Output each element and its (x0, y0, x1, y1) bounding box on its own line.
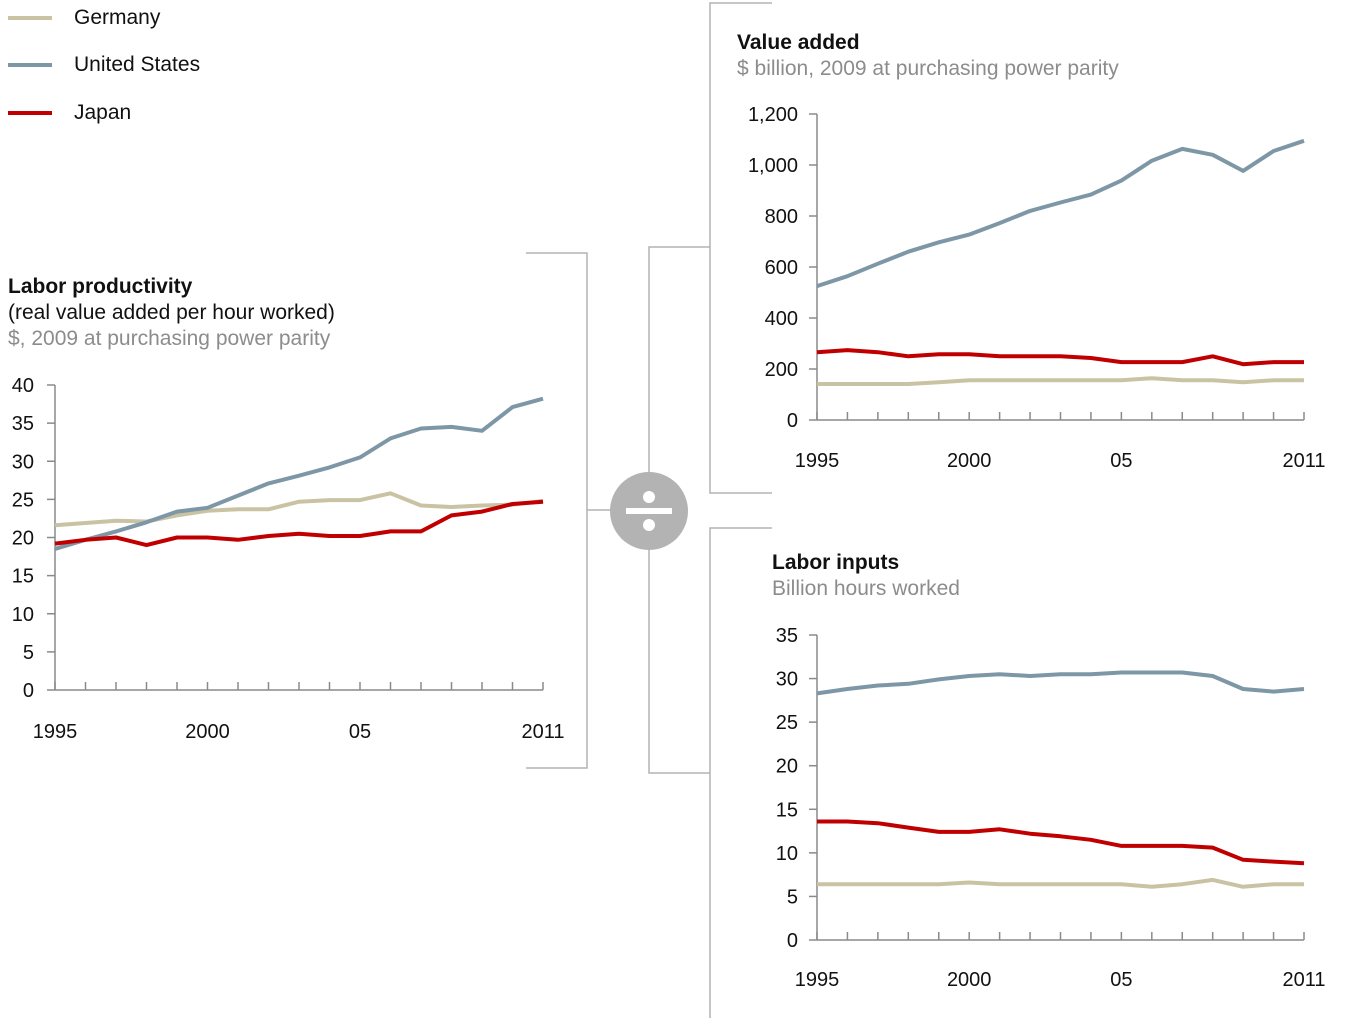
value_added-y-tick-label: 1,000 (748, 155, 798, 177)
legend-item-united-states: United States (8, 53, 200, 77)
productivity-y-tick-label: 25 (12, 489, 34, 511)
productivity-series-germany (54, 491, 544, 528)
value_added-x-tick-label: 1995 (795, 450, 840, 472)
value_added-y-tick-label: 400 (765, 308, 798, 330)
value_added-series-germany (817, 376, 1304, 386)
value_added-series-japan (816, 348, 1304, 367)
labor_inputs-y-tick-label: 10 (776, 843, 798, 865)
value-added-bracket (709, 2, 772, 494)
value_added-y-tick-label: 1,200 (748, 104, 798, 126)
value_added-x-tick-label: 05 (1110, 450, 1132, 472)
labor-inputs-units: Billion hours worked (772, 577, 960, 600)
value_added-y-tick-label: 200 (765, 359, 798, 381)
labor_inputs-x-tick-label: 05 (1110, 969, 1132, 991)
divide-to-value-added-connector (648, 246, 710, 472)
productivity-y-tick-label: 35 (12, 413, 34, 435)
labor_inputs-series-united-states (816, 670, 1305, 696)
legend-label-united-states: United States (74, 53, 201, 76)
value_added-y-tick-label: 600 (765, 257, 798, 279)
productivity-series-japan (54, 499, 544, 548)
legend-item-japan: Japan (8, 101, 131, 125)
labor_inputs-x-tick-label: 2011 (1282, 969, 1325, 991)
value_added-y-tick-label: 0 (787, 410, 798, 432)
labor_inputs-y-tick-label: 30 (776, 669, 798, 691)
value_added-series-united-states (816, 138, 1305, 289)
productivity-x-tick-label: 2000 (185, 721, 230, 743)
legend-swatch-japan (8, 111, 52, 115)
productivity-series-united-states (54, 396, 544, 551)
productivity-y-tick-label: 5 (23, 642, 34, 664)
division-icon (610, 472, 688, 550)
labor_inputs-y-tick-label: 20 (776, 756, 798, 778)
productivity-units: $, 2009 at purchasing power parity (8, 327, 331, 350)
labor_inputs-y-tick-label: 25 (776, 712, 798, 734)
productivity-subtitle: (real value added per hour worked) (8, 301, 335, 324)
value_added-y-tick-label: 800 (765, 206, 798, 228)
productivity-x-tick-label: 2011 (521, 721, 564, 743)
productivity-x-tick-label: 05 (349, 721, 371, 743)
productivity-title: Labor productivity (8, 275, 193, 298)
value_added-x-tick-label: 2011 (1282, 450, 1325, 472)
legend-swatch-united-states (8, 63, 52, 67)
labor_inputs-y-tick-label: 5 (787, 886, 798, 908)
productivity-y-tick-label: 0 (23, 680, 34, 702)
legend-item-germany: Germany (8, 6, 160, 30)
value-added-title: Value added (737, 31, 860, 54)
labor-inputs-bracket (709, 527, 772, 1018)
productivity-y-tick-label: 40 (12, 375, 34, 397)
legend-swatch-germany (8, 16, 52, 20)
productivity-x-tick-label: 1995 (33, 721, 78, 743)
productivity-y-tick-label: 10 (12, 604, 34, 626)
value_added-x-tick-label: 2000 (947, 450, 992, 472)
labor_inputs-y-tick-label: 15 (776, 799, 798, 821)
divide-to-labor-inputs-connector (648, 550, 710, 774)
labor_inputs-series-germany (817, 877, 1304, 889)
labor_inputs-x-tick-label: 2000 (947, 969, 992, 991)
legend-label-japan: Japan (74, 101, 132, 124)
labor_inputs-y-tick-label: 35 (776, 625, 798, 647)
labor-inputs-title: Labor inputs (772, 551, 900, 574)
productivity-y-tick-label: 15 (12, 566, 34, 588)
productivity-y-tick-label: 20 (12, 528, 34, 550)
labor_inputs-y-tick-label: 0 (787, 930, 798, 952)
value-added-units: $ billion, 2009 at purchasing power pari… (737, 57, 1119, 80)
productivity-y-tick-label: 30 (12, 451, 34, 473)
legend-label-germany: Germany (74, 6, 161, 29)
labor_inputs-series-japan (817, 819, 1305, 866)
labor_inputs-x-tick-label: 1995 (795, 969, 840, 991)
